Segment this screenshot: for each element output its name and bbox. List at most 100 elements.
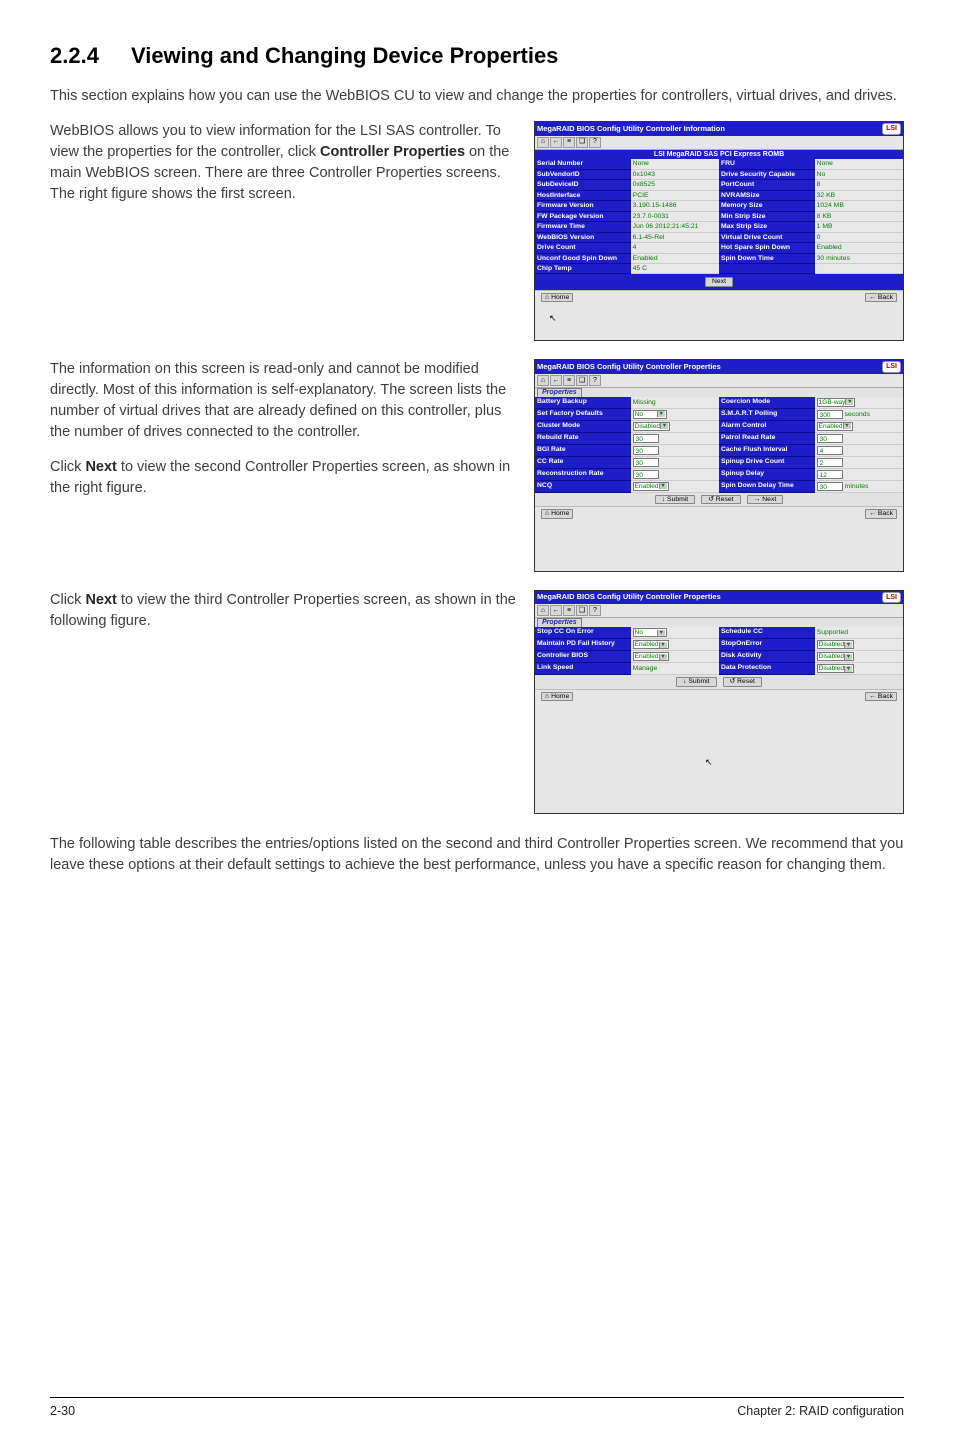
property-value: 8 KB — [815, 212, 903, 222]
property-label: Rebuild Rate — [535, 433, 631, 445]
home-button[interactable]: ⌂Home — [541, 293, 573, 302]
property-value-cell: Enabled▼ — [631, 639, 719, 651]
toolbar-btn-b[interactable]: ❏ — [576, 137, 588, 148]
home-button[interactable]: ⌂Home — [541, 692, 573, 701]
property-select[interactable]: Disabled▼ — [817, 652, 854, 661]
property-value-cell: 30 — [631, 469, 719, 481]
property-select[interactable]: Enabled▼ — [633, 482, 669, 491]
back-icon[interactable]: ← — [550, 605, 562, 616]
property-suffix: seconds — [845, 411, 870, 418]
reset-button[interactable]: ↺ Reset — [701, 495, 740, 504]
property-input[interactable]: 30 — [633, 446, 659, 455]
property-value-static: Supported — [817, 629, 848, 636]
help-icon[interactable]: ? — [589, 605, 601, 616]
submit-button[interactable]: ↓ Submit — [655, 495, 695, 504]
property-input[interactable]: 30 — [633, 458, 659, 467]
property-label: Firmware Time — [535, 222, 631, 232]
property-value: None — [631, 159, 719, 169]
home-icon[interactable]: ⌂ — [537, 375, 549, 386]
help-icon[interactable]: ? — [589, 137, 601, 148]
property-value: 45 C — [631, 264, 719, 274]
property-label: FRU — [719, 159, 815, 169]
property-select[interactable]: Enabled▼ — [633, 640, 669, 649]
home-button[interactable]: ⌂Home — [541, 509, 573, 518]
property-value-cell: Manage — [631, 663, 719, 675]
section-title: Viewing and Changing Device Properties — [131, 43, 558, 68]
property-input[interactable]: 300 — [817, 410, 843, 419]
property-select[interactable]: No▼ — [633, 410, 667, 419]
win3-title: MegaRAID BIOS Config Utility Controller … — [537, 593, 721, 601]
property-select[interactable]: Disabled▼ — [633, 422, 670, 431]
toolbar-btn-a[interactable]: ≡ — [563, 605, 575, 616]
back-button[interactable]: ←Back — [865, 293, 897, 302]
property-input[interactable]: 30 — [633, 434, 659, 443]
help-icon[interactable]: ? — [589, 375, 601, 386]
property-select[interactable]: No▼ — [633, 628, 667, 637]
property-label: Spin Down Time — [719, 254, 815, 264]
home-icon: ⌂ — [545, 294, 549, 301]
property-label: NCQ — [535, 481, 631, 493]
property-label: Disk Activity — [719, 651, 815, 663]
property-value-cell: 30 — [631, 457, 719, 469]
property-value: 1024 MB — [815, 201, 903, 211]
reset-button[interactable]: ↺ Reset — [723, 677, 762, 686]
next-button[interactable]: Next — [705, 277, 733, 286]
home-icon[interactable]: ⌂ — [537, 605, 549, 616]
back-button[interactable]: ←Back — [865, 509, 897, 518]
toolbar-btn-b[interactable]: ❏ — [576, 375, 588, 386]
property-input[interactable]: 30 — [817, 434, 843, 443]
property-value-cell: Enabled▼ — [815, 421, 903, 433]
property-label: Spinup Delay — [719, 469, 815, 481]
back-button[interactable]: ←Back — [865, 692, 897, 701]
toolbar-btn-a[interactable]: ≡ — [563, 375, 575, 386]
property-value-cell: Disabled▼ — [815, 651, 903, 663]
lsi-logo: LSI — [882, 123, 901, 135]
properties-tab[interactable]: Properties — [537, 388, 582, 397]
property-value-cell: 2 — [815, 457, 903, 469]
back-icon[interactable]: ← — [550, 375, 562, 386]
cursor-icon: ↖ — [705, 758, 713, 768]
win2-title: MegaRAID BIOS Config Utility Controller … — [537, 363, 721, 371]
property-value: 23.7.0-0031 — [631, 212, 719, 222]
property-value-cell: 1GB-way▼ — [815, 397, 903, 409]
property-select[interactable]: Enabled▼ — [633, 652, 669, 661]
chevron-down-icon: ▼ — [843, 423, 851, 429]
property-label: Controller BIOS — [535, 651, 631, 663]
property-select[interactable]: Disabled▼ — [817, 664, 854, 673]
property-value-cell: 30 — [631, 445, 719, 457]
toolbar: ⌂ ← ≡ ❏ ? — [535, 374, 903, 388]
toolbar-btn-b[interactable]: ❏ — [576, 605, 588, 616]
back-arrow-icon: ← — [869, 294, 876, 301]
property-select[interactable]: Disabled▼ — [817, 640, 854, 649]
properties-tab[interactable]: Properties — [537, 618, 582, 627]
submit-button[interactable]: ↓ Submit — [676, 677, 716, 686]
property-input[interactable]: 2 — [817, 458, 843, 467]
property-label — [719, 264, 815, 274]
property-input[interactable]: 12 — [817, 470, 843, 479]
property-value-cell: No▼ — [631, 409, 719, 421]
controller-properties-bold: Controller Properties — [320, 144, 465, 160]
property-label: Drive Security Capable — [719, 170, 815, 180]
property-value: 3.190.15-1486 — [631, 201, 719, 211]
property-label: Spinup Drive Count — [719, 457, 815, 469]
chevron-down-icon: ▼ — [844, 666, 852, 672]
property-label: Hot Spare Spin Down — [719, 243, 815, 253]
page-number: 2-30 — [50, 1402, 75, 1420]
property-input[interactable]: 30 — [817, 482, 843, 491]
toolbar: ⌂ ← ≡ ❏ ? — [535, 136, 903, 150]
property-input[interactable]: 4 — [817, 446, 843, 455]
next-button[interactable]: → Next — [747, 495, 784, 504]
property-value: Enabled — [631, 254, 719, 264]
toolbar-btn-a[interactable]: ≡ — [563, 137, 575, 148]
property-value-cell: Disabled▼ — [815, 639, 903, 651]
home-icon[interactable]: ⌂ — [537, 137, 549, 148]
property-input[interactable]: 30 — [633, 470, 659, 479]
property-suffix: minutes — [845, 483, 869, 490]
property-value-cell: Supported — [815, 627, 903, 639]
back-icon[interactable]: ← — [550, 137, 562, 148]
property-value-static: Manage — [633, 665, 658, 672]
property-value: 0x1043 — [631, 170, 719, 180]
property-select[interactable]: 1GB-way▼ — [817, 398, 856, 407]
property-select[interactable]: Enabled▼ — [817, 422, 853, 431]
paragraph-1: WebBIOS allows you to view information f… — [50, 121, 516, 205]
